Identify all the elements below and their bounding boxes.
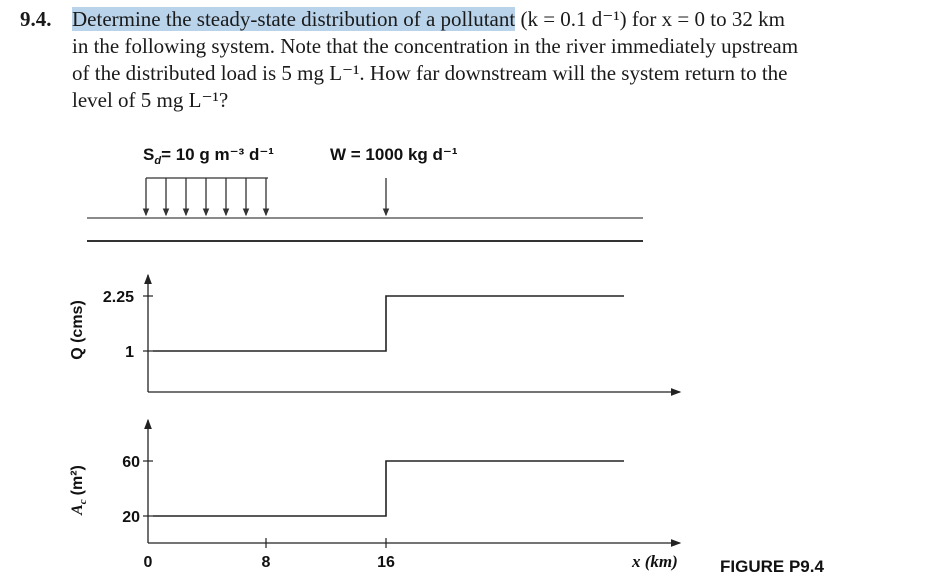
x-axis-label: x (km): [631, 552, 678, 571]
ac-axis-label: Ac(m²): [69, 465, 89, 516]
q-tick-label-2-25: 2.25: [103, 289, 134, 306]
ac-step-line: [153, 460, 624, 517]
problem-number: 9.4.: [20, 7, 52, 31]
problem-line-1: 9.4. Determine the steady-state distribut…: [20, 6, 940, 33]
x-tick-label-16: 16: [377, 554, 395, 571]
problem-line-1-rest: (k = 0.1 d⁻¹) for x = 0 to 32 km: [520, 7, 785, 31]
q-axis-label: Q (cms): [69, 300, 86, 360]
ac-tick-label-20: 20: [122, 509, 140, 526]
problem-line-4: level of 5 mg L⁻¹?: [72, 88, 229, 112]
problem-line-2: in the following system. Note that the c…: [72, 34, 799, 58]
x-tick-label-0: 0: [144, 554, 153, 571]
q-tick-label-1: 1: [125, 344, 134, 361]
distributed-load-arrows: [142, 177, 270, 217]
w-label: W = 1000 kg d⁻¹: [330, 145, 458, 164]
sd-label: Sd= 10 g m⁻³ d⁻¹: [143, 145, 274, 167]
ac-tick-label-60: 60: [122, 454, 140, 471]
highlighted-text[interactable]: Determine the steady-state distribution …: [72, 7, 516, 31]
x-tick-label-8: 8: [262, 554, 271, 571]
problem-text: 9.4. Determine the steady-state distribut…: [20, 6, 940, 114]
problem-line-3: of the distributed load is 5 mg L⁻¹. How…: [72, 61, 788, 85]
figure-caption: FIGURE P9.4: [720, 557, 824, 576]
q-step-line: [153, 295, 624, 352]
